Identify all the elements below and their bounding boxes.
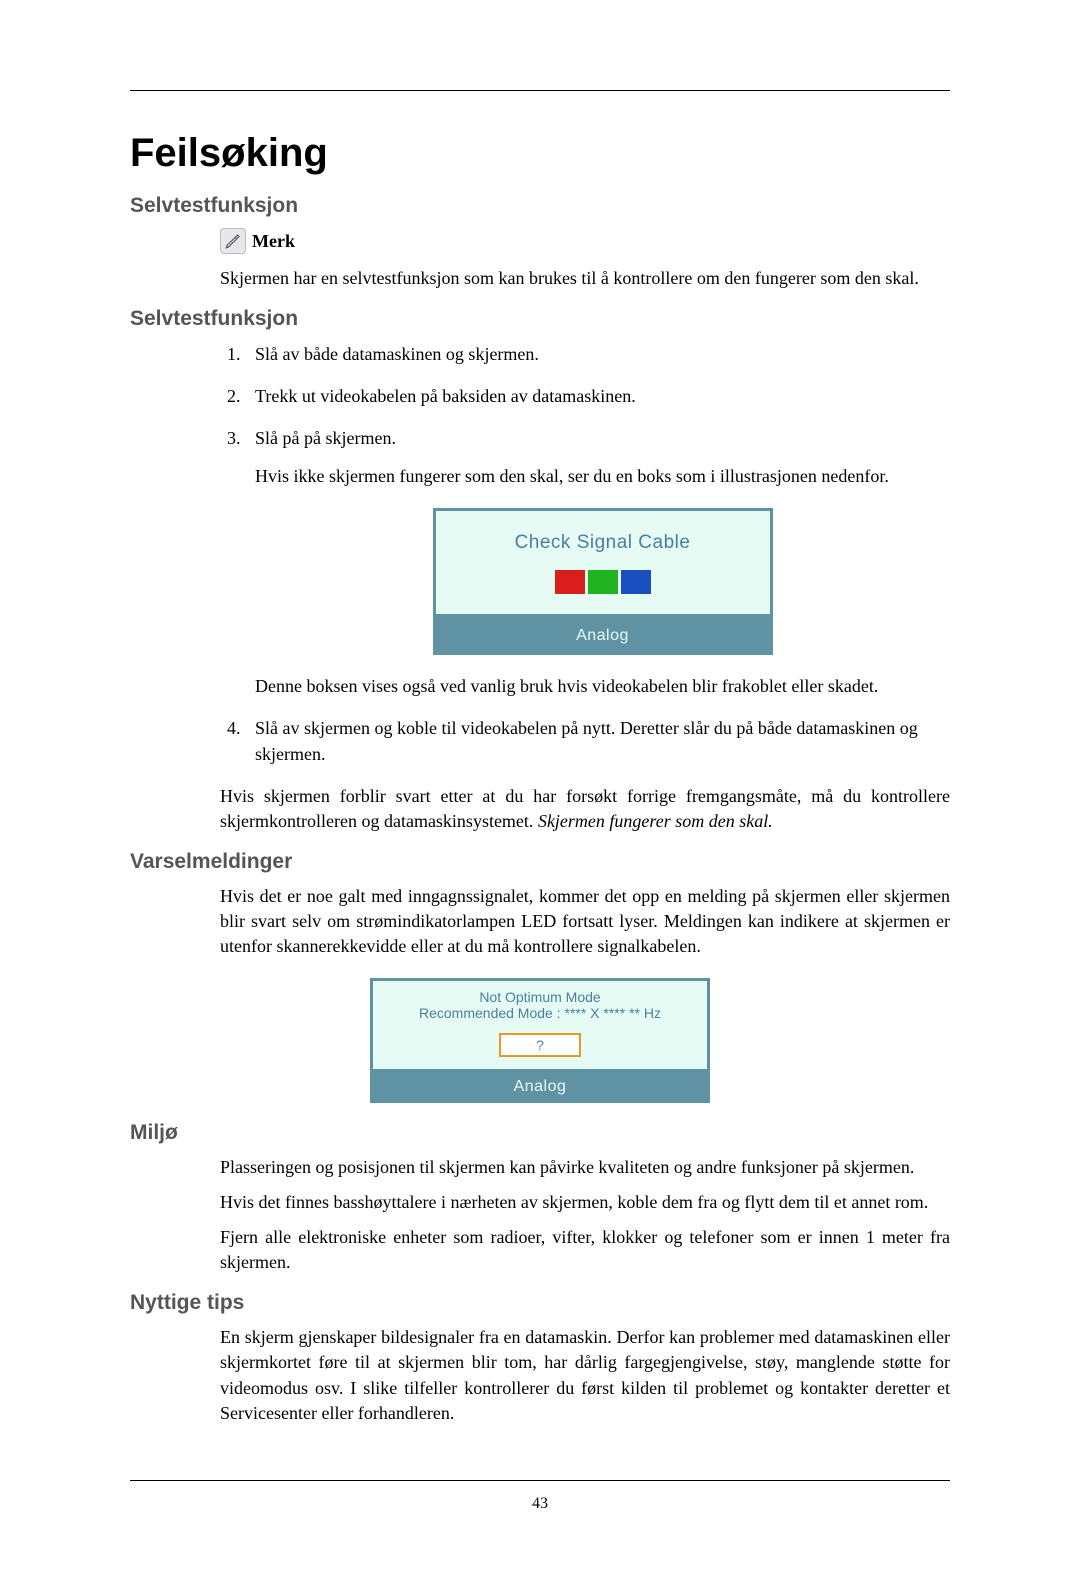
note-row: Merk (220, 228, 950, 254)
heading-tips: Nyttige tips (130, 1291, 950, 1315)
fig1-color-squares (448, 570, 758, 594)
document-page: Feilsøking Selvtestfunksjon Merk Skjerme… (130, 90, 950, 1481)
fig2-question-button: ? (499, 1033, 581, 1057)
figure-2-wrap: Not Optimum Mode Recommended Mode : ****… (130, 978, 950, 1103)
heading-varsel: Varselmeldinger (130, 850, 950, 874)
note-icon (220, 228, 246, 254)
fig1-red-square (555, 570, 585, 594)
note-text: Skjermen har en selvtestfunksjon som kan… (220, 266, 950, 291)
fig2-bottom-label: Analog (370, 1072, 710, 1103)
fig2-line2: Recommended Mode : **** X **** ** Hz (383, 1005, 697, 1021)
step-4-text: Slå av skjermen og koble til videokabele… (255, 718, 918, 764)
tips-para: En skjerm gjenskaper bildesignaler fra e… (220, 1325, 950, 1426)
miljo-p1: Plasseringen og posisjonen til skjermen … (220, 1155, 950, 1180)
page-number: 43 (130, 1495, 950, 1513)
step-1-text: Slå av både datamaskinen og skjermen. (255, 344, 539, 364)
fig1-bottom-label: Analog (433, 617, 773, 655)
miljo-p3: Fjern alle elektroniske enheter som radi… (220, 1225, 950, 1275)
heading-selftest-1: Selvtestfunksjon (130, 194, 950, 218)
fig2-line1: Not Optimum Mode (383, 989, 697, 1005)
closing-para: Hvis skjermen forblir svart etter at du … (220, 784, 950, 834)
step-3-extra: Hvis ikke skjermen fungerer som den skal… (255, 463, 950, 489)
step-2-text: Trekk ut videokabelen på baksiden av dat… (255, 386, 636, 406)
step-3-text: Slå på på skjermen. (255, 428, 396, 448)
step-4: Slå av skjermen og koble til videokabele… (245, 715, 950, 767)
step-2: Trekk ut videokabelen på baksiden av dat… (245, 383, 950, 409)
closing-italic: Skjermen fungerer som den skal. (538, 811, 773, 831)
figure-check-signal-cable: Check Signal Cable Analog (433, 508, 773, 656)
varsel-para: Hvis det er noe galt med inngagnssignale… (220, 884, 950, 960)
main-title: Feilsøking (130, 131, 950, 176)
steps-list: Slå av både datamaskinen og skjermen. Tr… (245, 341, 950, 767)
figure-1-wrap: Check Signal Cable Analog (255, 508, 950, 656)
miljo-p2: Hvis det finnes basshøyttalere i nærhete… (220, 1190, 950, 1215)
step-3: Slå på på skjermen. Hvis ikke skjermen f… (245, 425, 950, 699)
after-fig1-text: Denne boksen vises også ved vanlig bruk … (255, 673, 950, 699)
figure-not-optimum-mode: Not Optimum Mode Recommended Mode : ****… (370, 978, 710, 1103)
step-1: Slå av både datamaskinen og skjermen. (245, 341, 950, 367)
fig1-blue-square (621, 570, 651, 594)
fig1-green-square (588, 570, 618, 594)
heading-selftest-2: Selvtestfunksjon (130, 307, 950, 331)
note-label: Merk (252, 231, 295, 252)
heading-miljo: Miljø (130, 1121, 950, 1145)
fig1-title: Check Signal Cable (448, 529, 758, 557)
